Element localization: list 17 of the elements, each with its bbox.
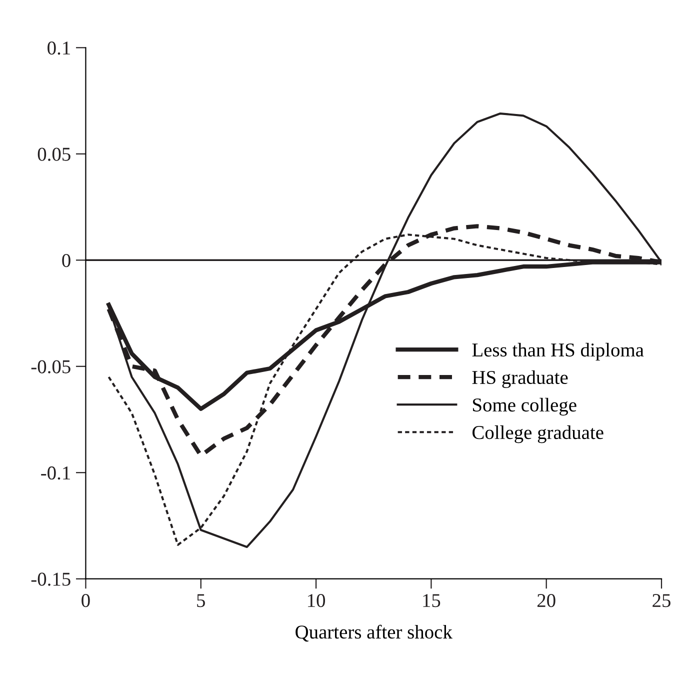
legend-label: Less than HS diploma	[472, 342, 644, 361]
x-tick-label: 20	[537, 594, 556, 608]
legend-label: Some college	[473, 398, 576, 416]
y-tick-label: -0.05	[31, 360, 70, 374]
y-tick-label: 0.05	[38, 148, 70, 161]
y-tick-label: 0	[62, 254, 70, 268]
y-tick-label: -0.15	[31, 572, 70, 586]
x-tick-label: 5	[197, 594, 205, 608]
legend-label: HS graduate	[472, 370, 568, 388]
x-axis-title: Quarters after shock	[296, 624, 452, 642]
x-tick-label: 0	[82, 594, 90, 608]
legend-label: College graduate	[472, 425, 604, 444]
x-tick-label: 25	[652, 594, 670, 608]
y-tick-label: 0.1	[48, 41, 70, 55]
x-tick-label: 10	[308, 594, 326, 608]
x-tick-label: 15	[423, 594, 440, 608]
y-tick-label: -0.1	[41, 466, 70, 480]
